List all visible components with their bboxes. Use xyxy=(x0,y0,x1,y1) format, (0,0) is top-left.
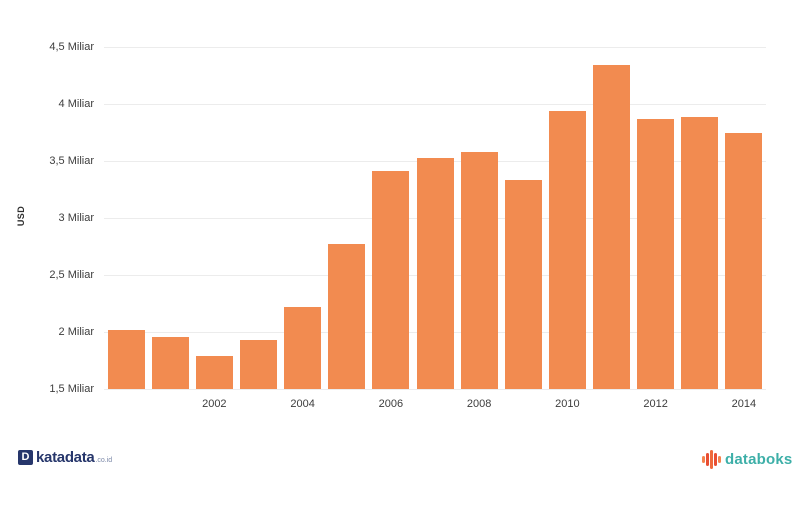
katadata-domain-suffix: .co.id xyxy=(95,457,113,464)
bar-2002[interactable] xyxy=(195,355,233,389)
y-tick-label: 3,5 Miliar xyxy=(49,155,94,167)
bar-2003[interactable] xyxy=(239,339,277,389)
bar-2010[interactable] xyxy=(548,110,586,389)
bar-2005[interactable] xyxy=(328,244,366,389)
y-tick-label: 2 Miliar xyxy=(58,326,94,338)
bar-2013[interactable] xyxy=(681,116,719,389)
databoks-wordmark: databoks xyxy=(725,451,793,468)
bar-2008[interactable] xyxy=(460,151,498,389)
y-tick-label: 4,5 Miliar xyxy=(49,41,94,53)
x-tick-label: 2006 xyxy=(378,398,404,410)
bar-2004[interactable] xyxy=(284,306,322,389)
bar-2006[interactable] xyxy=(372,171,410,389)
katadata-d-icon: D xyxy=(18,450,33,465)
x-tick-label: 2014 xyxy=(731,398,757,410)
y-tick-label: 2,5 Miliar xyxy=(49,269,94,281)
x-tick-label: 2004 xyxy=(290,398,315,410)
katadata-logo[interactable]: D katadata .co.id xyxy=(18,450,112,465)
gridline xyxy=(104,389,766,390)
x-tick-label: 2010 xyxy=(555,398,580,410)
x-tick-label: 2012 xyxy=(643,398,668,410)
x-tick-label: 2002 xyxy=(202,398,227,410)
equalizer-bars-icon xyxy=(702,449,722,470)
y-tick-label: 4 Miliar xyxy=(58,98,94,110)
bar-2009[interactable] xyxy=(504,180,542,389)
bar-2011[interactable] xyxy=(593,65,631,389)
katadata-wordmark: katadata xyxy=(36,449,95,466)
bar-2014[interactable] xyxy=(725,132,763,389)
bar-2007[interactable] xyxy=(416,157,454,389)
bar-2012[interactable] xyxy=(637,118,675,389)
y-axis-title: USD xyxy=(16,205,26,227)
y-tick-label: 1,5 Miliar xyxy=(49,383,94,395)
gridline xyxy=(104,104,766,105)
bar-2001[interactable] xyxy=(151,336,189,389)
bar-2000[interactable] xyxy=(107,329,145,389)
gridline xyxy=(104,47,766,48)
databoks-logo[interactable]: databoks xyxy=(702,449,792,470)
x-tick-label: 2008 xyxy=(466,398,492,410)
y-tick-label: 3 Miliar xyxy=(58,212,94,224)
